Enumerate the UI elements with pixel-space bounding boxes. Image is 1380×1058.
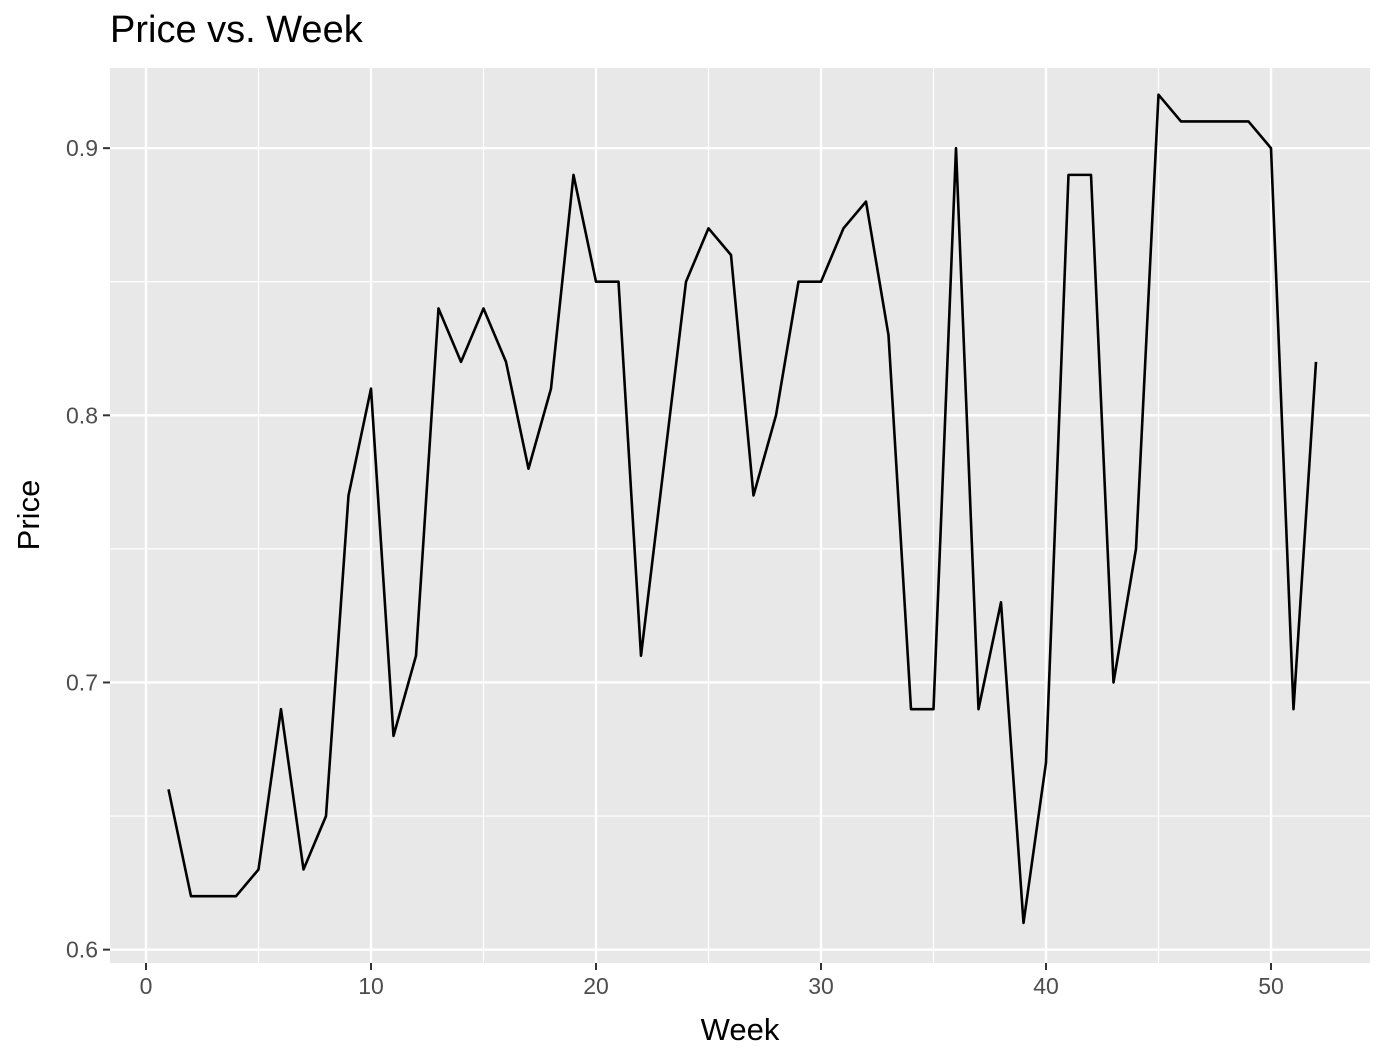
x-tick-label: 50 xyxy=(1258,973,1284,999)
y-axis-label: Price xyxy=(11,480,46,551)
series-line-0 xyxy=(167,93,1318,925)
x-axis-label: Week xyxy=(701,1012,780,1047)
y-tick-label: 0.6 xyxy=(66,937,98,963)
plot-panel xyxy=(110,68,1370,963)
series-layer xyxy=(167,93,1318,925)
y-tick-label: 0.8 xyxy=(66,402,98,428)
y-tick-label: 0.9 xyxy=(66,135,98,161)
chart-title: Price vs. Week xyxy=(110,9,364,51)
x-axis: 0 10 20 30 40 50 xyxy=(140,963,1284,999)
y-tick-label: 0.7 xyxy=(66,669,98,695)
x-tick-label: 0 xyxy=(140,973,153,999)
x-tick-label: 20 xyxy=(583,973,609,999)
x-tick-label: 10 xyxy=(358,973,384,999)
x-tick-label: 30 xyxy=(808,973,834,999)
major-gridlines xyxy=(110,68,1370,963)
minor-gridlines xyxy=(110,68,1370,963)
x-tick-label: 40 xyxy=(1033,973,1059,999)
y-axis: 0.6 0.7 0.8 0.9 xyxy=(66,135,110,963)
